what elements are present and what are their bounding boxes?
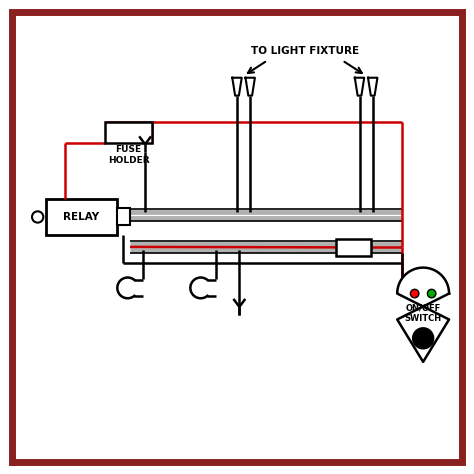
Polygon shape xyxy=(355,78,364,96)
Text: RELAY: RELAY xyxy=(64,212,100,222)
Circle shape xyxy=(32,211,43,223)
Bar xyxy=(46,199,117,235)
Bar xyxy=(117,209,130,226)
Circle shape xyxy=(410,289,419,298)
Polygon shape xyxy=(368,78,377,96)
Polygon shape xyxy=(397,268,449,362)
Text: FUSE
HOLDER: FUSE HOLDER xyxy=(108,145,149,164)
Polygon shape xyxy=(232,78,242,96)
Text: ON/OFF
SWITCH: ON/OFF SWITCH xyxy=(405,304,442,323)
Circle shape xyxy=(413,328,434,349)
Text: TO LIGHT FIXTURE: TO LIGHT FIXTURE xyxy=(251,46,359,55)
Bar xyxy=(105,121,152,143)
Bar xyxy=(336,239,371,256)
Circle shape xyxy=(428,289,436,298)
Polygon shape xyxy=(246,78,255,96)
